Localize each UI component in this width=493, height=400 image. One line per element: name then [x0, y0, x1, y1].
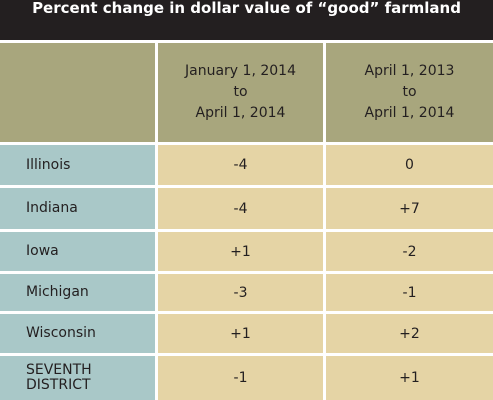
header-blank: [0, 43, 155, 142]
row-label-text: Illinois: [26, 156, 71, 173]
row-label-text: Wisconsin: [26, 325, 96, 341]
value-cell: -1: [158, 356, 323, 400]
row-label: Wisconsin: [0, 314, 155, 353]
value-cell: +2: [326, 314, 493, 353]
value-text: -1: [402, 284, 417, 301]
value-text: +1: [399, 370, 420, 386]
row-label: Indiana: [0, 188, 155, 229]
value-cell: -4: [158, 188, 323, 229]
row-label-text: SEVENTH DISTRICT: [26, 362, 92, 393]
value-cell: +7: [326, 188, 493, 229]
header-line: January 1, 2014: [185, 63, 296, 79]
value-text: +2: [399, 325, 420, 342]
row-label-text: Michigan: [26, 284, 89, 300]
row-label: Iowa: [0, 232, 155, 271]
value-cell: -3: [158, 274, 323, 311]
value-cell: -2: [326, 232, 493, 271]
value-text: +1: [230, 325, 251, 342]
value-text: -1: [233, 370, 248, 386]
column-header: April 1, 2013 to April 1, 2014: [326, 43, 493, 142]
header-line: April 1, 2014: [364, 105, 455, 121]
value-text: 0: [405, 157, 414, 173]
column-header: January 1, 2014 to April 1, 2014: [158, 43, 323, 142]
row-label: SEVENTH DISTRICT: [0, 356, 155, 400]
value-text: -4: [233, 157, 248, 173]
value-text: -2: [402, 243, 417, 260]
value-text: -4: [233, 200, 248, 217]
value-text: +7: [399, 200, 420, 217]
row-label: Michigan: [0, 274, 155, 311]
header-line: April 1, 2013: [364, 63, 455, 79]
header-line: to: [402, 84, 417, 100]
value-cell: -1: [326, 274, 493, 311]
value-cell: +1: [158, 232, 323, 271]
value-cell: 0: [326, 145, 493, 185]
row-label-text: Iowa: [26, 243, 59, 259]
title-bar: Percent change in dollar value of “good”…: [0, 0, 493, 40]
value-text: +1: [230, 243, 251, 260]
row-label: Illinois: [0, 145, 155, 185]
value-text: -3: [233, 284, 248, 301]
title: Percent change in dollar value of “good”…: [32, 0, 461, 17]
header-line: April 1, 2014: [195, 105, 286, 121]
value-cell: +1: [326, 356, 493, 400]
value-cell: +1: [158, 314, 323, 353]
row-label-text: Indiana: [26, 200, 78, 216]
value-cell: -4: [158, 145, 323, 185]
header-line: to: [233, 84, 248, 100]
